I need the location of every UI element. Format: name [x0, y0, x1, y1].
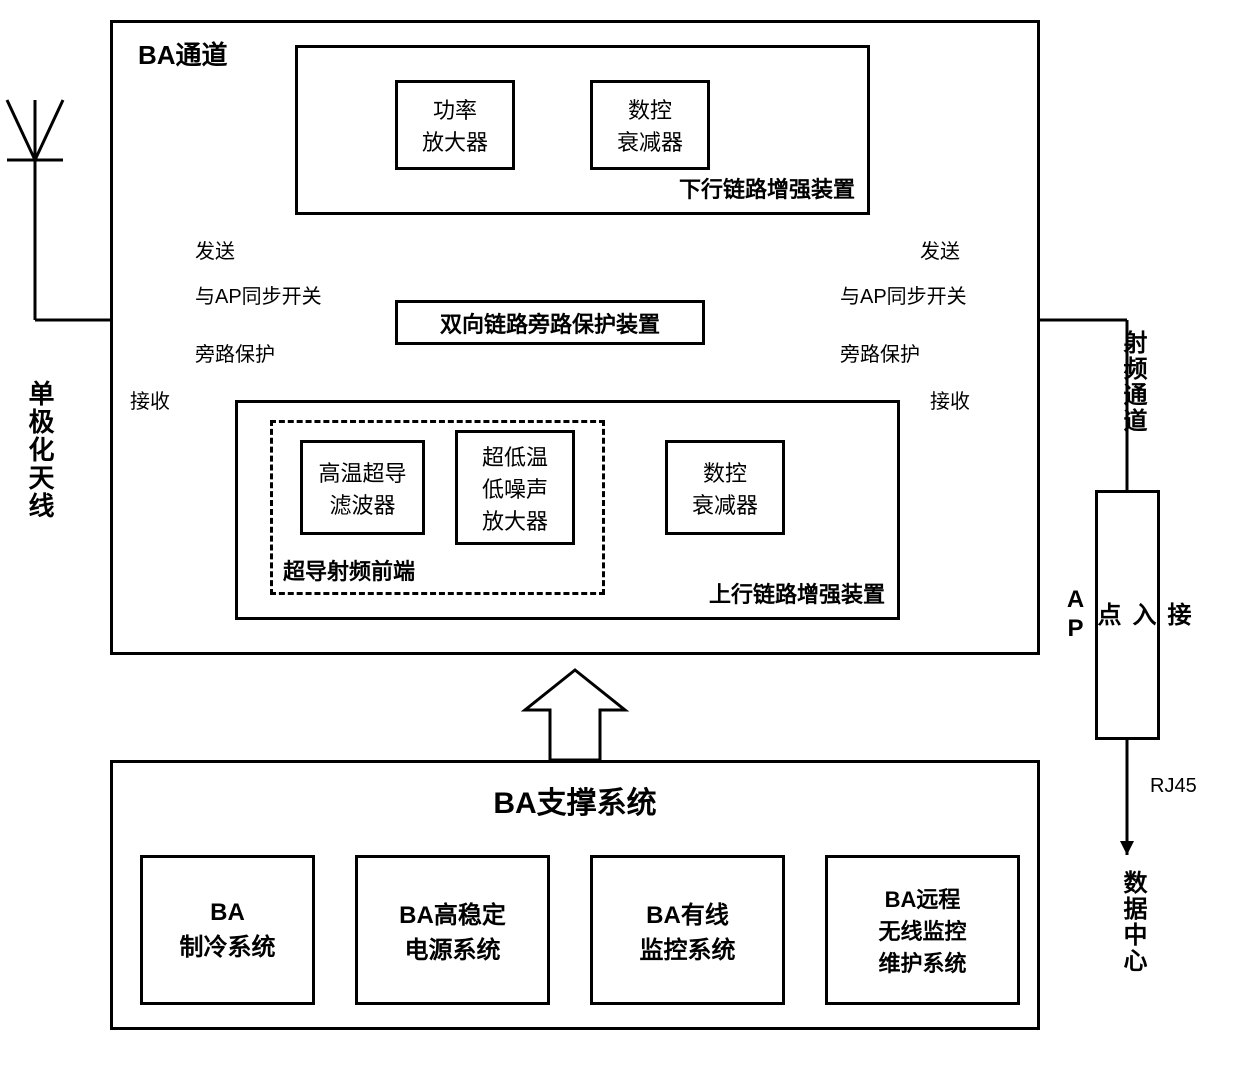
hts-filter-box: 高温超导 滤波器: [300, 440, 425, 535]
s3-label: BA有线 监控系统: [640, 895, 736, 965]
s2-box: BA高稳定 电源系统: [355, 855, 550, 1005]
uplink-title: 上行链路增强装置: [709, 577, 885, 609]
s3-box: BA有线 监控系统: [590, 855, 785, 1005]
s1-label: BA 制冷系统: [180, 899, 276, 962]
sync-l: 与AP同步开关: [195, 280, 322, 309]
cryo-lna-label: 超低温 低噪声 放大器: [482, 440, 548, 536]
downlink-box: 下行链路增强装置: [295, 45, 870, 215]
nc-atten2-label: 数控 衰减器: [692, 456, 758, 520]
antenna-label: 单极化天线: [22, 380, 59, 520]
hts-filter-label: 高温超导 滤波器: [318, 456, 406, 520]
bypass-l: 旁路保护: [195, 338, 275, 367]
cryo-lna-box: 超低温 低噪声 放大器: [455, 430, 575, 545]
ba-channel-title: BA通道: [138, 35, 228, 72]
s1-box: BA 制冷系统: [140, 855, 315, 1005]
nc-atten-label: 数控 衰减器: [617, 93, 683, 157]
power-amp-box: 功率 放大器: [395, 80, 515, 170]
support-title: BA支撑系统: [493, 778, 656, 822]
send-r: 发送: [920, 235, 960, 264]
rf-channel-label: 射频通道: [1115, 330, 1150, 434]
nc-atten2-box: 数控 衰减器: [665, 440, 785, 535]
bypass-label: 双向链路旁路保护装置: [440, 307, 660, 339]
bypass-r: 旁路保护: [840, 338, 920, 367]
s2-label: BA高稳定 电源系统: [399, 895, 506, 965]
downlink-title: 下行链路增强装置: [679, 172, 855, 204]
rj45-label: RJ45: [1150, 775, 1197, 798]
sc-frontend-title: 超导射频前端: [283, 554, 415, 586]
recv-l: 接收: [130, 385, 170, 414]
sync-r: 与AP同步开关: [840, 280, 967, 309]
recv-r: 接收: [930, 385, 970, 414]
ap-box: 接入点AP: [1095, 490, 1160, 740]
data-center-label: 数据中心: [1115, 870, 1150, 974]
power-amp-label: 功率 放大器: [422, 93, 488, 157]
nc-atten-box: 数控 衰减器: [590, 80, 710, 170]
s4-label: BA远程 无线监控 维护系统: [878, 882, 966, 978]
ap-label: 接入点AP: [1061, 586, 1194, 644]
bypass-box: 双向链路旁路保护装置: [395, 300, 705, 345]
s4-box: BA远程 无线监控 维护系统: [825, 855, 1020, 1005]
send-l: 发送: [195, 235, 235, 264]
